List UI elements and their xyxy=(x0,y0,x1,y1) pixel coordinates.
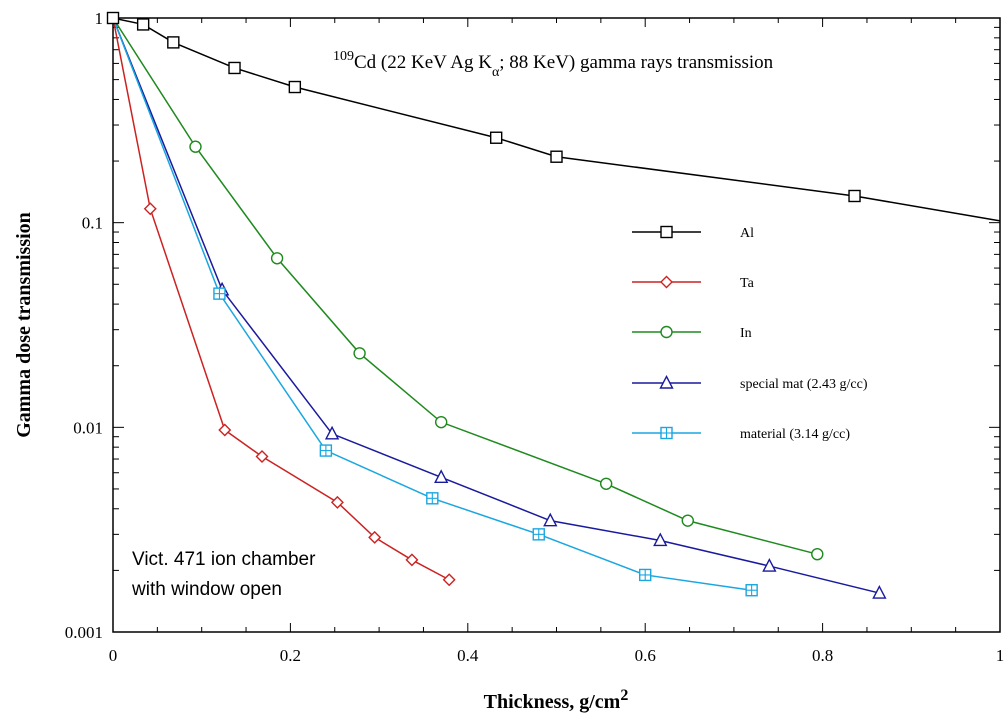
data-point xyxy=(324,425,340,440)
legend-label: Al xyxy=(740,226,754,241)
x-tick-label: 0.6 xyxy=(635,646,656,665)
series-line xyxy=(112,17,880,594)
x-tick-label: 0 xyxy=(109,646,118,665)
data-point xyxy=(442,573,456,587)
x-tick-label: 0.4 xyxy=(457,646,479,665)
tick-labels: 0 0.2 0.4 0.6 0.8 1 1 0.1 0.01 0.001 xyxy=(65,9,1004,665)
legend: Al Ta In special mat (2.43 g/cc) material (3… xyxy=(632,225,868,442)
data-point xyxy=(330,495,344,509)
data-point xyxy=(872,585,887,599)
data-point xyxy=(353,347,366,360)
data-point xyxy=(136,18,150,31)
data-point xyxy=(106,11,120,25)
legend-label: In xyxy=(740,326,752,341)
data-point xyxy=(532,528,545,541)
x-tick-label: 1 xyxy=(996,646,1004,665)
data-point xyxy=(811,547,824,561)
data-point xyxy=(681,514,694,527)
data-point xyxy=(405,553,419,567)
legend-marker xyxy=(659,374,674,389)
data-point xyxy=(426,492,439,505)
data-point xyxy=(762,558,777,572)
data-point xyxy=(434,469,449,483)
x-tick-label: 0.8 xyxy=(812,646,833,665)
x-tick-label: 0.2 xyxy=(280,646,301,665)
legend-marker xyxy=(660,325,673,339)
data-point xyxy=(288,80,302,94)
note-line-1: Vict. 471 ion chamber xyxy=(132,549,316,570)
data-point xyxy=(228,61,241,75)
data-point xyxy=(270,252,284,265)
data-point xyxy=(368,530,382,544)
data-point xyxy=(143,202,157,216)
legend-marker xyxy=(660,275,673,289)
data-point xyxy=(319,444,333,457)
axis-ticks xyxy=(112,18,1001,633)
legend-label: material (3.14 g/cc) xyxy=(740,427,850,442)
legend-label: special mat (2.43 g/cc) xyxy=(740,377,868,392)
data-point xyxy=(599,477,613,490)
y-axis-title: Gamma dose transmission xyxy=(13,212,35,438)
x-axis-title: Thickness, g/cm2 xyxy=(484,687,629,713)
plot-frame xyxy=(112,17,1001,633)
data-point xyxy=(213,287,226,300)
legend-marker xyxy=(660,426,673,440)
series-line xyxy=(112,17,450,581)
y-tick-label: 0.001 xyxy=(65,623,103,642)
series-markers xyxy=(106,11,887,599)
legend-marker xyxy=(660,225,673,239)
data-point xyxy=(218,423,232,437)
data-point xyxy=(434,415,448,429)
data-point xyxy=(639,568,652,582)
data-point xyxy=(189,140,202,153)
data-point xyxy=(255,450,269,464)
series-line xyxy=(112,17,1001,222)
data-point xyxy=(543,512,558,527)
y-tick-label: 1 xyxy=(95,9,104,28)
y-tick-label: 0.1 xyxy=(82,214,103,233)
series-line xyxy=(112,17,818,555)
data-point xyxy=(653,532,668,547)
legend-label: Ta xyxy=(740,276,755,291)
data-point xyxy=(167,36,180,49)
data-point xyxy=(745,584,758,597)
series-lines xyxy=(112,17,1001,594)
data-point xyxy=(550,150,563,163)
data-point xyxy=(489,131,503,144)
chart-annotation: 109Cd (22 KeV Ag Kα; 88 KeV) gamma rays … xyxy=(333,49,774,80)
note-line-2: with window open xyxy=(131,579,282,600)
data-point xyxy=(848,189,861,203)
y-tick-label: 0.01 xyxy=(73,418,103,437)
